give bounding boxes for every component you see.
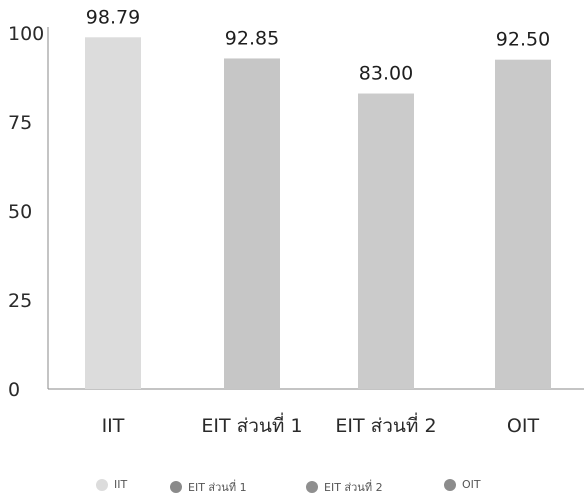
chart-labels: 98.79 IIT 92.85 EIT ส่วนที่ 1 83.00 EIT ส่วนท…: [86, 6, 550, 437]
legend-label: EIT ส่วนที่ 1: [188, 481, 247, 494]
legend-label: EIT ส่วนที่ 2: [324, 481, 383, 494]
x-tick-label: IIT: [102, 415, 125, 437]
bar: [495, 59, 551, 389]
x-tick-label: OIT: [507, 415, 540, 437]
chart-bars: [85, 37, 551, 390]
legend-item-eit-part1: EIT ส่วนที่ 1: [170, 478, 247, 496]
legend-label: OIT: [462, 478, 481, 491]
legend-label: IIT: [114, 478, 128, 491]
value-label: 92.85: [225, 27, 279, 49]
value-label: 83.00: [359, 63, 413, 85]
legend-swatch: [306, 481, 318, 493]
value-label: 92.50: [496, 29, 550, 51]
bar: [224, 58, 280, 389]
legend-swatch: [444, 478, 456, 491]
legend-swatch: [170, 481, 182, 493]
y-tick-label: 100: [8, 23, 44, 45]
x-tick-label: EIT ส่วนที่ 2: [335, 412, 436, 437]
x-tick-label: EIT ส่วนที่ 1: [201, 412, 302, 437]
y-tick-label: 25: [8, 290, 32, 312]
bar-chart: 0 25 50 75 100 98.79 IIT 92.85 EIT ส่วนที่ 1 83.…: [8, 6, 584, 437]
legend-item-oit: OIT: [444, 478, 481, 491]
chart-legend: IIT EIT ส่วนที่ 1 EIT ส่วนที่ 2 OIT: [0, 474, 584, 498]
legend-swatch: [96, 478, 108, 491]
y-tick-label: 50: [8, 201, 32, 223]
bar: [85, 37, 141, 390]
value-label: 98.79: [86, 6, 140, 28]
y-tick-label: 75: [8, 112, 32, 134]
legend-item-iit: IIT: [96, 478, 127, 491]
bar: [358, 93, 414, 390]
legend-item-eit-part2: EIT ส่วนที่ 2: [306, 478, 383, 496]
y-tick-label: 0: [8, 379, 20, 401]
